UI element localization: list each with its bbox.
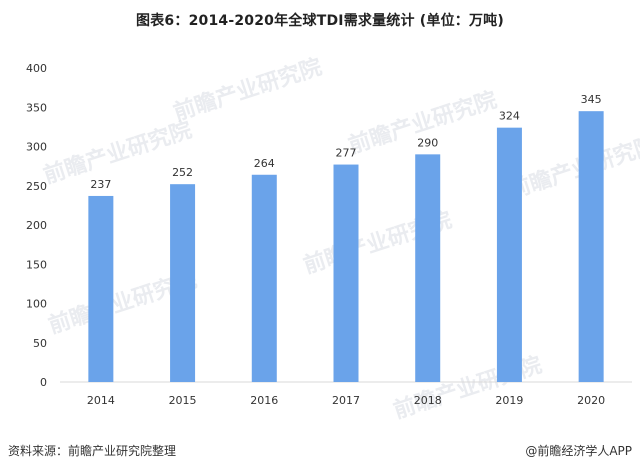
chart-title: 图表6：2014-2020年全球TDI需求量统计 (单位：万吨) [136, 13, 504, 29]
y-tick-label: 200 [26, 219, 47, 232]
x-tick-label-2017: 2017 [332, 394, 360, 407]
x-tick-label-2018: 2018 [414, 394, 442, 407]
data-label-2015: 252 [172, 166, 193, 179]
x-tick-label-2019: 2019 [495, 394, 523, 407]
y-tick-label: 350 [26, 101, 47, 114]
credit-note: @前瞻经济学人APP [525, 444, 632, 458]
x-tick-labels: 2014 2015 2016 2017 2018 2019 2020 [87, 394, 605, 407]
bar-2014 [88, 195, 114, 382]
data-label-2019: 324 [499, 110, 520, 123]
y-tick-label: 0 [40, 376, 47, 389]
bar-series [88, 111, 604, 383]
bar-2018 [415, 154, 441, 382]
bar-2015 [170, 184, 196, 382]
x-tick-label-2020: 2020 [577, 394, 605, 407]
bar-2019 [496, 127, 522, 382]
data-labels: 237 252 264 277 290 324 345 [90, 93, 601, 191]
y-tick-label: 50 [33, 337, 47, 350]
data-label-2017: 277 [336, 147, 357, 160]
y-tick-label: 400 [26, 62, 47, 75]
data-label-2016: 264 [254, 157, 275, 170]
bar-2020 [578, 111, 604, 383]
x-tick-label-2014: 2014 [87, 394, 115, 407]
bar-2016 [251, 174, 277, 382]
data-label-2018: 290 [417, 136, 438, 149]
x-tick-label-2016: 2016 [250, 394, 278, 407]
data-label-2014: 237 [90, 178, 111, 191]
data-label-2020: 345 [581, 93, 602, 106]
y-axis: 0 50 100 150 200 250 300 350 400 [26, 62, 47, 389]
bar-2017 [333, 164, 359, 382]
y-tick-label: 300 [26, 141, 47, 154]
y-tick-label: 100 [26, 298, 47, 311]
x-tick-label-2015: 2015 [169, 394, 197, 407]
y-tick-label: 150 [26, 258, 47, 271]
source-note: 资料来源：前瞻产业研究院整理 [8, 444, 177, 458]
y-tick-label: 250 [26, 180, 47, 193]
